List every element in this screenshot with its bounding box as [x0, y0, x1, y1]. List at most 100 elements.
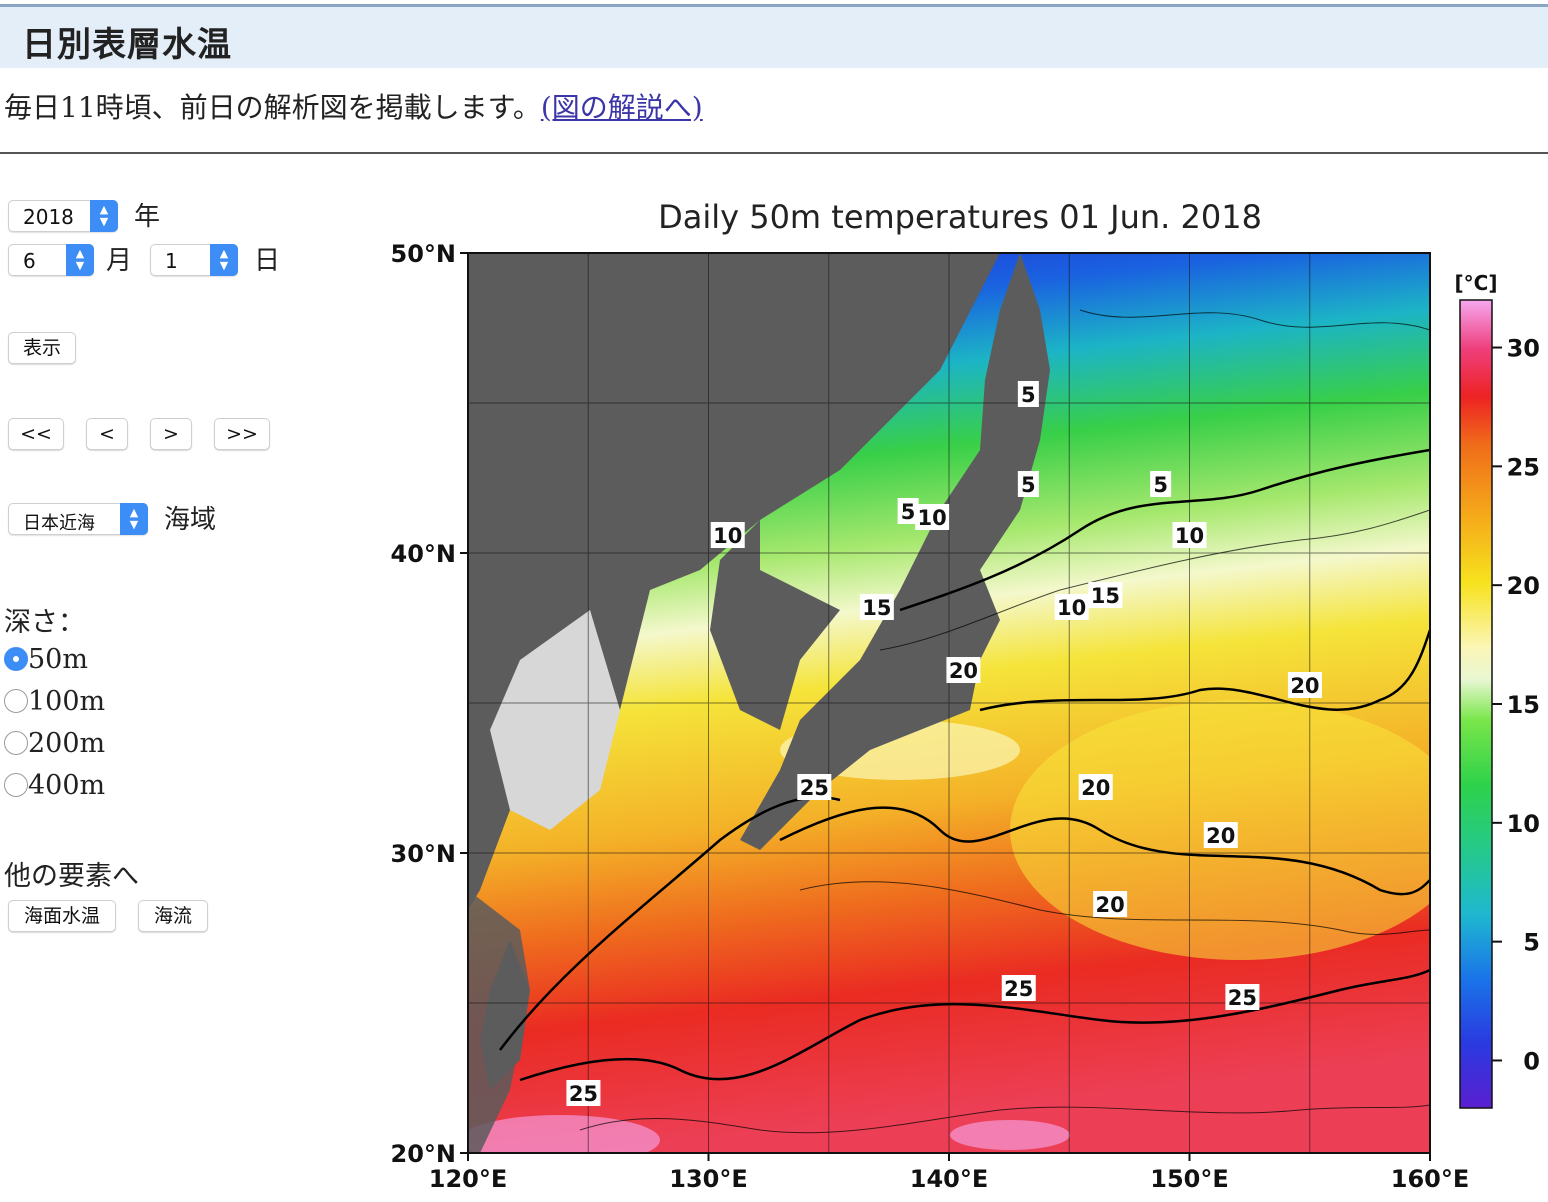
shallow-sea-gray: [490, 610, 620, 830]
contour-label-bg: [797, 774, 832, 800]
previous-day-button[interactable]: <: [86, 418, 128, 450]
depth-option-label: 400m: [28, 770, 106, 801]
show-button[interactable]: 表示: [8, 332, 76, 364]
contour-label-text: 25: [569, 1082, 598, 1106]
colorbar: [1459, 299, 1493, 1109]
depth-option-label: 100m: [28, 686, 106, 717]
contour-label-bg: [1054, 594, 1089, 620]
depth-option-400m[interactable]: 400m: [4, 770, 105, 806]
contour-label: 10: [1054, 594, 1089, 620]
region-value: 日本近海: [23, 513, 95, 534]
month-select[interactable]: 6 ▲ ▼: [8, 244, 94, 276]
select-arrows-icon: ▲ ▼: [120, 503, 148, 535]
radio-icon[interactable]: [4, 773, 28, 797]
contour-thin: [579, 1104, 1430, 1134]
first-day-button[interactable]: <<: [8, 418, 64, 450]
contour-thin: [1079, 309, 1430, 331]
contour-label-text: 20: [1081, 776, 1110, 800]
sea-surface-temp-button[interactable]: 海面水温: [8, 900, 116, 932]
select-arrows-icon: ▲ ▼: [66, 244, 94, 276]
contour-label-bg: [1172, 522, 1207, 548]
explanation-link[interactable]: (図の解説へ): [540, 91, 703, 124]
region-unit: 海域: [164, 505, 217, 535]
year-value: 2018: [23, 205, 74, 229]
contour-label: 5: [897, 498, 919, 524]
contour-label-bg: [859, 594, 894, 620]
colorbar-tick-label: 5: [1523, 929, 1540, 957]
x-tick-label: 130°E: [669, 1165, 748, 1193]
radio-icon[interactable]: [4, 731, 28, 755]
contour-label: 20: [1093, 891, 1128, 917]
contour-25: [499, 796, 841, 1051]
contour-label: 20: [1287, 672, 1322, 698]
x-tick-label: 160°E: [1391, 1165, 1470, 1193]
contour-label: 10: [915, 504, 950, 530]
contour-label: 20: [946, 657, 981, 683]
page-title: 日別表層水温: [22, 25, 232, 65]
select-arrows-icon: ▲ ▼: [90, 200, 118, 232]
contour-label-bg: [710, 522, 745, 548]
region-select[interactable]: 日本近海 ▲ ▼: [8, 503, 148, 535]
lead-description: 毎日11時頃、前日の解析図を掲載します。: [4, 91, 541, 124]
contour-label: 15: [1088, 582, 1123, 608]
contour-25-south: [519, 968, 1430, 1082]
contour-label-text: 20: [1290, 674, 1319, 698]
contour-label: 25: [1225, 984, 1260, 1010]
contour-label: 20: [1078, 774, 1113, 800]
contour-label: 5: [1150, 471, 1172, 497]
contour-label-bg: [1078, 774, 1113, 800]
colorbar-tick-label: 25: [1507, 453, 1540, 481]
contour-label-text: 20: [1096, 893, 1125, 917]
contour-label: 15: [859, 594, 894, 620]
contour-label-text: 25: [1004, 977, 1033, 1001]
contour-label: 10: [710, 522, 745, 548]
next-day-button[interactable]: >: [150, 418, 192, 450]
contour-label: 25: [797, 774, 832, 800]
temperature-map: Daily 50m temperatures 01 Jun. 2018 120°…: [391, 198, 1540, 1193]
contour-label-text: 5: [901, 500, 916, 524]
hot-spot: [950, 1120, 1070, 1150]
radio-selected-icon[interactable]: [4, 647, 28, 671]
year-select[interactable]: 2018 ▲ ▼: [8, 200, 118, 232]
contour-label-bg: [1088, 582, 1123, 608]
depth-option-label: 200m: [28, 728, 106, 759]
x-tick-label: 140°E: [910, 1165, 989, 1193]
contour-label-text: 5: [1021, 383, 1036, 407]
day-unit: 日: [254, 246, 281, 276]
depth-option-50m[interactable]: 50m: [4, 644, 88, 680]
ocean-current-button[interactable]: 海流: [138, 900, 208, 932]
last-day-button[interactable]: >>: [214, 418, 270, 450]
contour-label-text: 5: [1021, 473, 1036, 497]
day-select[interactable]: 1 ▲ ▼: [150, 244, 238, 276]
colorbar-tick-label: 15: [1507, 691, 1540, 719]
contour-thin: [879, 509, 1430, 651]
radio-icon[interactable]: [4, 689, 28, 713]
contour-lines: [499, 448, 1430, 1082]
contour-label-bg: [1017, 471, 1039, 497]
year-unit: 年: [134, 202, 161, 232]
warm-pool: [1010, 700, 1430, 960]
contour-lines-thin: [579, 309, 1430, 1134]
map-area: [468, 253, 1430, 1153]
colorbar-unit: [°C]: [1455, 271, 1498, 295]
contour-label-bg: [1093, 891, 1128, 917]
depth-option-200m[interactable]: 200m: [4, 728, 105, 764]
contour-label-text: 15: [862, 596, 891, 620]
y-tick-label: 40°N: [391, 540, 456, 568]
contour-label-text: 5: [1153, 473, 1168, 497]
contour-label-bg: [566, 1080, 601, 1106]
depth-option-label: 50m: [28, 644, 88, 675]
contour-10: [899, 448, 1430, 612]
contour-label-bg: [915, 504, 950, 530]
colorbar-tick-label: 0: [1523, 1047, 1540, 1075]
contour-label-text: 25: [800, 776, 829, 800]
contour-label: 5: [1017, 471, 1039, 497]
contour-label-text: 20: [1206, 824, 1235, 848]
select-arrows-icon: ▲ ▼: [210, 244, 238, 276]
hot-spot: [468, 1115, 660, 1153]
contour-label-bg: [1001, 975, 1036, 1001]
depth-option-100m[interactable]: 100m: [4, 686, 105, 722]
page-header: 日別表層水温: [0, 4, 1548, 68]
y-tick-labels: 50°N 40°N 30°N 20°N: [391, 240, 468, 1168]
